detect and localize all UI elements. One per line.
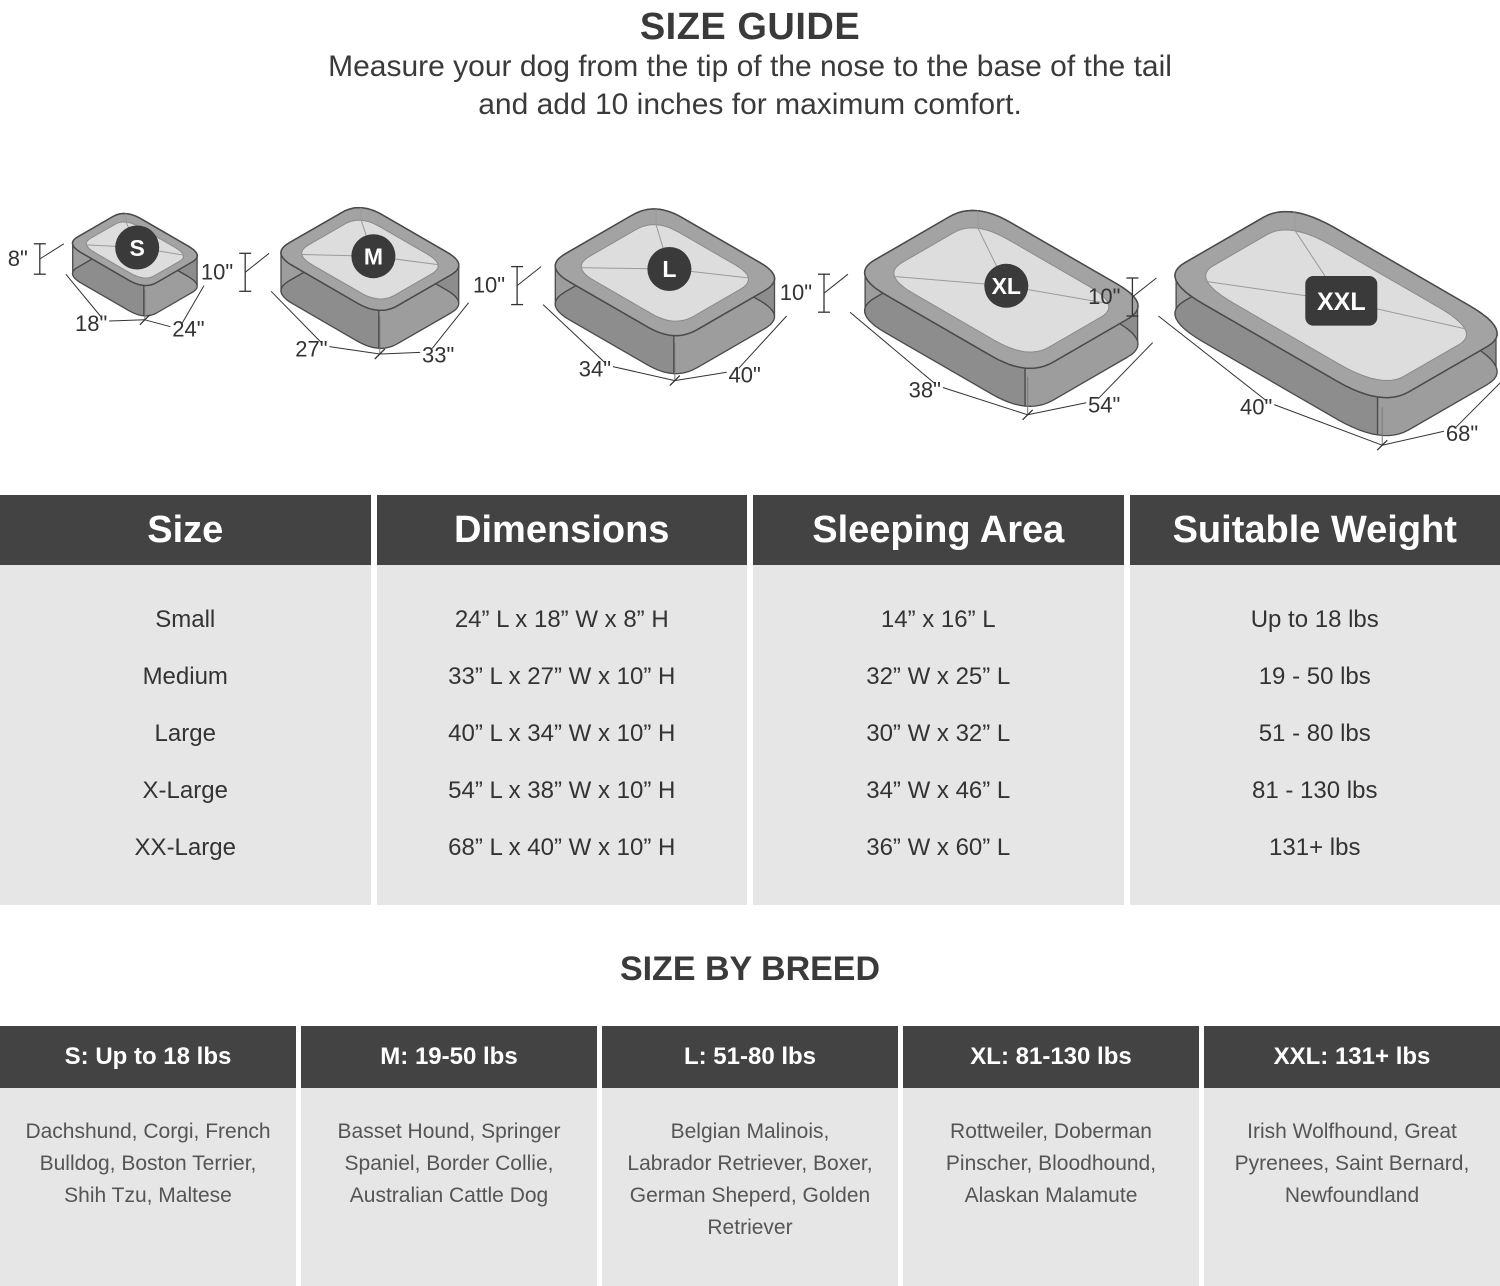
svg-text:10": 10" (1088, 284, 1120, 309)
svg-text:18": 18" (75, 311, 107, 336)
svg-text:27": 27" (295, 337, 327, 362)
svg-text:24": 24" (172, 317, 204, 342)
svg-text:S: S (130, 235, 145, 261)
svg-text:68": 68" (1446, 421, 1478, 446)
svg-text:10": 10" (473, 273, 505, 298)
svg-text:38": 38" (909, 378, 941, 403)
svg-text:XXL: XXL (1317, 288, 1366, 316)
svg-text:34": 34" (579, 357, 611, 382)
svg-text:10": 10" (780, 280, 812, 305)
svg-text:8": 8" (8, 246, 28, 271)
svg-text:10": 10" (201, 259, 233, 284)
svg-text:40": 40" (729, 362, 761, 387)
svg-text:54": 54" (1088, 393, 1120, 418)
svg-text:M: M (364, 244, 383, 270)
svg-text:33": 33" (422, 342, 454, 367)
svg-text:XL: XL (992, 273, 1021, 299)
svg-text:L: L (662, 256, 676, 282)
svg-text:40": 40" (1240, 395, 1272, 420)
